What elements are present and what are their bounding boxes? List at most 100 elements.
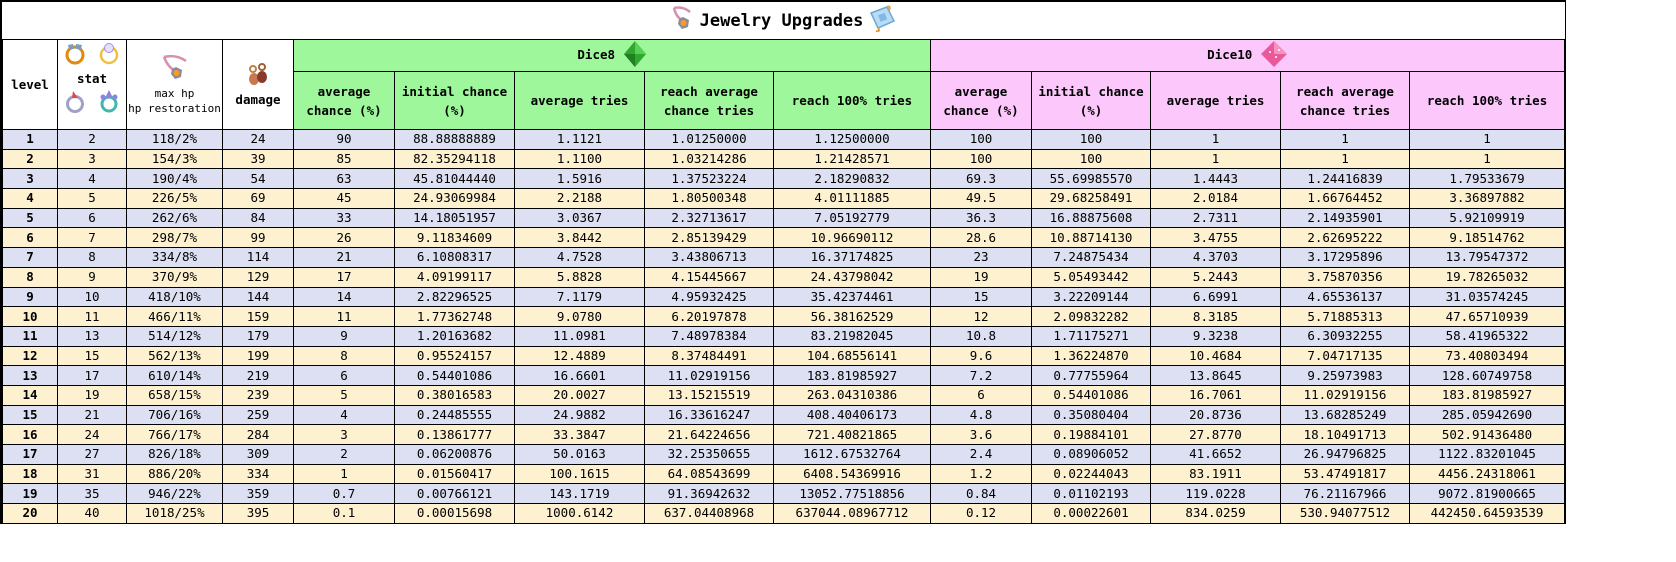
table-row: 19 35 946/22% 359 0.7 0.00766121 143.1719 91.36… <box>2 483 1566 505</box>
header-d8-average-tries: average tries <box>514 71 645 130</box>
d10-initial-chance-cell: 1.71175271 <box>1031 325 1151 347</box>
level-cell: 10 <box>2 306 58 327</box>
damage-cell: 199 <box>222 345 294 367</box>
level-cell: 19 <box>2 483 58 505</box>
d8-reach-100-tries-cell: 4.01111885 <box>773 188 931 209</box>
table-row: 16 24 766/17% 284 3 0.13861777 33.3847 21.64224… <box>2 424 1566 445</box>
header-d10-reach-average: reach average chance tries <box>1280 71 1410 130</box>
d10-reach-average-tries-cell: 53.47491817 <box>1280 463 1410 485</box>
d10-reach-average-tries-cell: 2.62695222 <box>1280 227 1410 249</box>
d10-average-tries-cell: 27.8770 <box>1150 424 1281 445</box>
d8-average-tries-cell: 100.1615 <box>514 463 645 485</box>
d8-average-chance-cell: 6 <box>293 365 395 386</box>
max-hp-cell: 262/6% <box>126 207 223 229</box>
d10-reach-average-tries-cell: 3.17295896 <box>1280 247 1410 268</box>
d10-initial-chance-cell: 0.00022601 <box>1031 503 1151 524</box>
table-row: 14 19 658/15% 239 5 0.38016583 20.0027 13.15215… <box>2 384 1566 406</box>
d8-average-tries-cell: 11.0981 <box>514 325 645 347</box>
d8-reach-100-tries-cell: 637044.08967712 <box>773 503 931 524</box>
d10-average-chance-cell: 0.12 <box>930 503 1032 524</box>
d8-reach-100-tries-cell: 24.43798042 <box>773 266 931 288</box>
d8-initial-chance-cell: 0.24485555 <box>394 404 515 426</box>
d10-reach-average-tries-cell: 3.75870356 <box>1280 266 1410 288</box>
stat-cell: 24 <box>57 424 127 445</box>
d10-reach-100-tries-cell: 183.81985927 <box>1408 384 1566 406</box>
d10-reach-average-tries-cell: 76.21167966 <box>1280 483 1410 505</box>
d8-average-chance-cell: 45 <box>293 188 395 209</box>
damage-cell: 159 <box>222 306 294 327</box>
d8-reach-average-tries-cell: 13.15215519 <box>644 384 774 406</box>
max-hp-cell: 766/17% <box>126 424 223 445</box>
d8-average-tries-cell: 2.2188 <box>514 188 645 209</box>
d10-average-chance-cell: 7.2 <box>930 365 1032 386</box>
d10-average-chance-cell: 49.5 <box>930 188 1032 209</box>
table-row: 20 40 1018/25% 395 0.1 0.00015698 1000.6142 637… <box>2 503 1566 524</box>
d8-average-chance-cell: 63 <box>293 168 395 190</box>
stat-cell: 15 <box>57 345 127 367</box>
damage-cell: 284 <box>222 424 294 445</box>
d10-reach-100-tries-cell: 4456.24318061 <box>1408 463 1566 485</box>
damage-cell: 259 <box>222 404 294 426</box>
d10-average-tries-cell: 834.0259 <box>1150 503 1281 524</box>
jewelry-upgrades-table-container: Jewelry Upgrades level stat <box>0 0 1566 524</box>
stat-cell: 19 <box>57 384 127 406</box>
d8-average-tries-cell: 50.0163 <box>514 444 645 465</box>
d10-initial-chance-cell: 0.54401086 <box>1031 384 1151 406</box>
d10-reach-average-tries-cell: 26.94796825 <box>1280 444 1410 465</box>
d8-initial-chance-cell: 0.54401086 <box>394 365 515 386</box>
level-cell: 1 <box>2 129 58 150</box>
d10-initial-chance-cell: 0.01102193 <box>1031 483 1151 505</box>
d8-initial-chance-cell: 82.35294118 <box>394 148 515 170</box>
d8-average-chance-cell: 1 <box>293 463 395 485</box>
header-hp-restoration-label: hp restoration <box>128 102 221 115</box>
d8-average-tries-cell: 1000.6142 <box>514 503 645 524</box>
d10-average-chance-cell: 12 <box>930 306 1032 327</box>
earrings-icon <box>245 62 271 92</box>
d8-reach-100-tries-cell: 104.68556141 <box>773 345 931 367</box>
d10-average-chance-cell: 15 <box>930 286 1032 308</box>
d10-average-tries-cell: 8.3185 <box>1150 306 1281 327</box>
d10-reach-100-tries-cell: 285.05942690 <box>1408 404 1566 426</box>
header-max-hp: max hp hp restoration <box>126 39 223 130</box>
header-damage-label: damage <box>235 91 281 107</box>
d8-initial-chance-cell: 14.18051957 <box>394 207 515 229</box>
table-row: 5 6 262/6% 84 33 14.18051957 3.0367 2.32713617 7… <box>2 207 1566 229</box>
d8-reach-100-tries-cell: 16.37174825 <box>773 247 931 268</box>
d10-reach-100-tries-cell: 502.91436480 <box>1408 424 1566 445</box>
d8-average-chance-cell: 33 <box>293 207 395 229</box>
d10-reach-average-tries-cell: 11.02919156 <box>1280 384 1410 406</box>
d8-reach-100-tries-cell: 2.18290832 <box>773 168 931 190</box>
d8-average-chance-cell: 11 <box>293 306 395 327</box>
header-d10-initial-chance: initial chance (%) <box>1031 71 1151 130</box>
d8-average-tries-cell: 16.6601 <box>514 365 645 386</box>
d8-reach-average-tries-cell: 1.01250000 <box>644 129 774 150</box>
d8-average-tries-cell: 1.1121 <box>514 129 645 150</box>
d8-reach-average-tries-cell: 1.03214286 <box>644 148 774 170</box>
d8-initial-chance-cell: 9.11834609 <box>394 227 515 249</box>
d10-average-tries-cell: 41.6652 <box>1150 444 1281 465</box>
d8-average-chance-cell: 26 <box>293 227 395 249</box>
d8-average-chance-cell: 21 <box>293 247 395 268</box>
level-cell: 14 <box>2 384 58 406</box>
max-hp-cell: 706/16% <box>126 404 223 426</box>
d8-average-chance-cell: 90 <box>293 129 395 150</box>
d10-average-tries-cell: 20.8736 <box>1150 404 1281 426</box>
table-row: 6 7 298/7% 99 26 9.11834609 3.8442 2.85139429 10… <box>2 227 1566 249</box>
d8-reach-average-tries-cell: 4.95932425 <box>644 286 774 308</box>
d10-average-tries-cell: 83.1911 <box>1150 463 1281 485</box>
max-hp-cell: 562/13% <box>126 345 223 367</box>
stat-cell: 17 <box>57 365 127 386</box>
d10-average-chance-cell: 100 <box>930 148 1032 170</box>
damage-cell: 84 <box>222 207 294 229</box>
damage-cell: 99 <box>222 227 294 249</box>
d8-reach-100-tries-cell: 7.05192779 <box>773 207 931 229</box>
stat-cell: 27 <box>57 444 127 465</box>
d8-reach-average-tries-cell: 7.48978384 <box>644 325 774 347</box>
d8-initial-chance-cell: 2.82296525 <box>394 286 515 308</box>
d10-initial-chance-cell: 2.09832282 <box>1031 306 1151 327</box>
d10-reach-average-tries-cell: 1 <box>1280 129 1410 150</box>
d8-reach-100-tries-cell: 1.12500000 <box>773 129 931 150</box>
d8-reach-100-tries-cell: 6408.54369916 <box>773 463 931 485</box>
d10-average-tries-cell: 5.2443 <box>1150 266 1281 288</box>
d8-reach-100-tries-cell: 1.21428571 <box>773 148 931 170</box>
